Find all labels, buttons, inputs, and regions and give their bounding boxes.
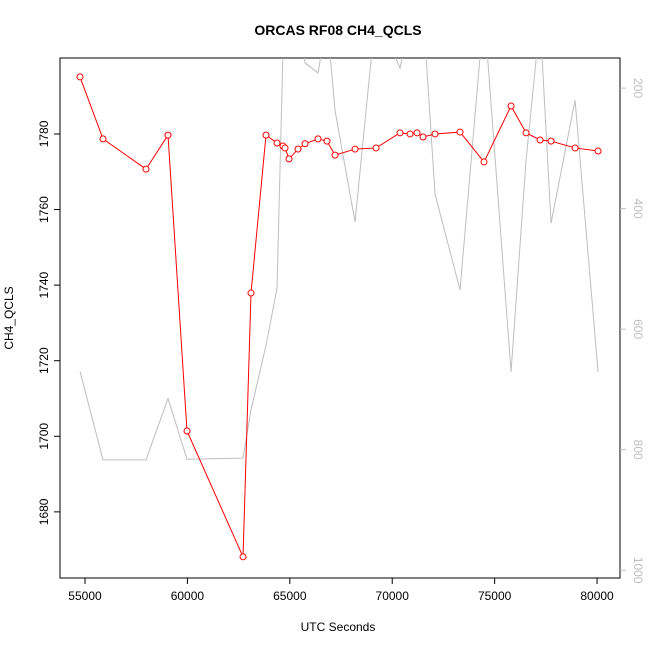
y-tick-label: 1780 <box>37 120 51 147</box>
x-tick-label: 55000 <box>68 589 102 603</box>
point <box>522 129 530 137</box>
y-tick-label: 1680 <box>37 498 51 525</box>
point <box>419 133 427 141</box>
y-tick-label: 1760 <box>37 196 51 223</box>
plot-area <box>76 58 602 561</box>
point <box>76 73 84 81</box>
point <box>351 145 359 153</box>
point <box>142 165 150 173</box>
y-axis-label: CH4_QCLS <box>2 286 16 349</box>
plot-frame <box>59 57 621 579</box>
y-tick-label: 1740 <box>37 271 51 298</box>
y2-tick-label: 1000 <box>631 557 645 584</box>
y-tick-label: 1700 <box>37 423 51 450</box>
point <box>247 289 255 297</box>
point <box>480 158 488 166</box>
point <box>281 144 289 152</box>
point <box>323 137 331 145</box>
point <box>239 553 247 561</box>
point <box>431 130 439 138</box>
point <box>331 151 339 159</box>
point <box>301 140 309 148</box>
point <box>594 147 602 155</box>
point <box>183 427 191 435</box>
point <box>273 139 281 147</box>
point <box>314 135 322 143</box>
point <box>99 135 107 143</box>
x-axis-label: UTC Seconds <box>301 620 376 634</box>
series-line <box>79 76 599 558</box>
x-tick-label: 65000 <box>273 589 307 603</box>
point <box>456 128 464 136</box>
point <box>372 144 380 152</box>
point <box>507 102 515 110</box>
series-line <box>79 58 599 461</box>
y-tick-label: 1720 <box>37 347 51 374</box>
chart-title: ORCAS RF08 CH4_QCLS <box>254 22 421 38</box>
point <box>406 130 414 138</box>
x-tick-label: 80000 <box>580 589 614 603</box>
x-tick-label: 70000 <box>376 589 410 603</box>
point <box>413 129 421 137</box>
x-tick-label: 60000 <box>171 589 205 603</box>
x-tick-label: 75000 <box>478 589 512 603</box>
y2-tick-label: 400 <box>631 199 645 219</box>
y2-tick-label: 800 <box>631 440 645 460</box>
point <box>285 155 293 163</box>
y2-tick-label: 600 <box>631 319 645 339</box>
point <box>396 129 404 137</box>
point <box>164 131 172 139</box>
point <box>547 137 555 145</box>
point <box>571 144 579 152</box>
point <box>262 131 270 139</box>
point <box>294 145 302 153</box>
y2-tick-label: 200 <box>631 78 645 98</box>
point <box>536 136 544 144</box>
